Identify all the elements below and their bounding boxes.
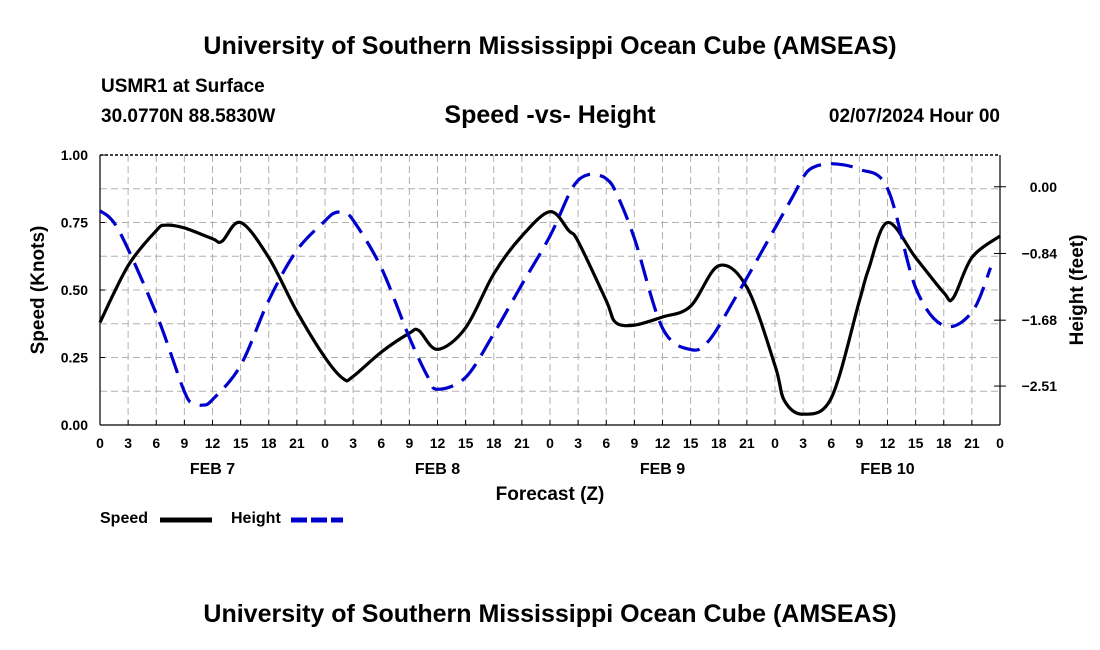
x-tick-label: 0 bbox=[546, 435, 554, 451]
y-axis-title: Speed (Knots) bbox=[28, 226, 49, 355]
y-tick-label: 0.75 bbox=[61, 215, 88, 231]
x-tick-label: 3 bbox=[574, 435, 582, 451]
station-name: USMR1 at Surface bbox=[101, 76, 265, 97]
footer-title: University of Southern Mississippi Ocean… bbox=[203, 600, 897, 628]
x-tick-label: 6 bbox=[152, 435, 160, 451]
y2-axis-title: Height (feet) bbox=[1067, 235, 1088, 346]
x-tick-label: 9 bbox=[405, 435, 413, 451]
x-tick-label: 0 bbox=[771, 435, 779, 451]
day-label: FEB 8 bbox=[415, 461, 460, 478]
y2-tick-label: −2.51 bbox=[1022, 378, 1058, 394]
page-title: University of Southern Mississippi Ocean… bbox=[203, 32, 897, 60]
y-tick-label: 1.00 bbox=[61, 147, 88, 163]
x-tick-label: 15 bbox=[683, 435, 699, 451]
x-tick-label: 21 bbox=[964, 435, 980, 451]
y2-tick-label: −0.84 bbox=[1022, 245, 1058, 261]
x-tick-label: 9 bbox=[180, 435, 188, 451]
x-tick-label: 15 bbox=[908, 435, 924, 451]
x-tick-label: 15 bbox=[458, 435, 474, 451]
x-tick-label: 21 bbox=[739, 435, 755, 451]
x-tick-label: 18 bbox=[486, 435, 502, 451]
day-label: FEB 9 bbox=[640, 461, 685, 478]
x-tick-label: 0 bbox=[321, 435, 329, 451]
y-tick-label: 0.50 bbox=[61, 282, 88, 298]
x-tick-label: 12 bbox=[205, 435, 221, 451]
x-tick-label: 0 bbox=[96, 435, 104, 451]
x-tick-label: 18 bbox=[711, 435, 727, 451]
speed-series-line bbox=[98, 210, 1001, 416]
forecast-date: 02/07/2024 Hour 00 bbox=[828, 106, 1000, 127]
x-tick-label: 18 bbox=[261, 435, 277, 451]
y2-tick-label: 0.00 bbox=[1030, 179, 1057, 195]
y2-tick-label: −1.68 bbox=[1022, 312, 1058, 328]
day-label: FEB 10 bbox=[860, 461, 914, 478]
x-tick-label: 15 bbox=[233, 435, 249, 451]
x-tick-label: 6 bbox=[602, 435, 610, 451]
x-tick-label: 12 bbox=[880, 435, 896, 451]
x-tick-label: 9 bbox=[630, 435, 638, 451]
legend-speed-label: Speed bbox=[100, 510, 149, 527]
chart-title: Speed -vs- Height bbox=[444, 101, 656, 129]
x-tick-label: 18 bbox=[936, 435, 952, 451]
x-tick-label: 0 bbox=[996, 435, 1004, 451]
x-tick-label: 3 bbox=[349, 435, 357, 451]
x-axis-title: Forecast (Z) bbox=[496, 484, 605, 505]
y-tick-label: 0.25 bbox=[61, 350, 88, 366]
x-tick-label: 3 bbox=[124, 435, 132, 451]
station-coordinates: 30.0770N 88.5830W bbox=[101, 106, 276, 127]
legend-height-label: Height bbox=[231, 510, 281, 527]
y-tick-label: 0.00 bbox=[61, 417, 88, 433]
x-tick-label: 6 bbox=[377, 435, 385, 451]
x-tick-label: 6 bbox=[827, 435, 835, 451]
x-tick-label: 12 bbox=[430, 435, 446, 451]
day-label: FEB 7 bbox=[190, 461, 235, 478]
x-tick-label: 12 bbox=[655, 435, 671, 451]
x-tick-label: 21 bbox=[289, 435, 305, 451]
x-tick-label: 21 bbox=[514, 435, 530, 451]
x-tick-label: 3 bbox=[799, 435, 807, 451]
x-tick-label: 9 bbox=[855, 435, 863, 451]
height-series-line bbox=[98, 162, 993, 407]
